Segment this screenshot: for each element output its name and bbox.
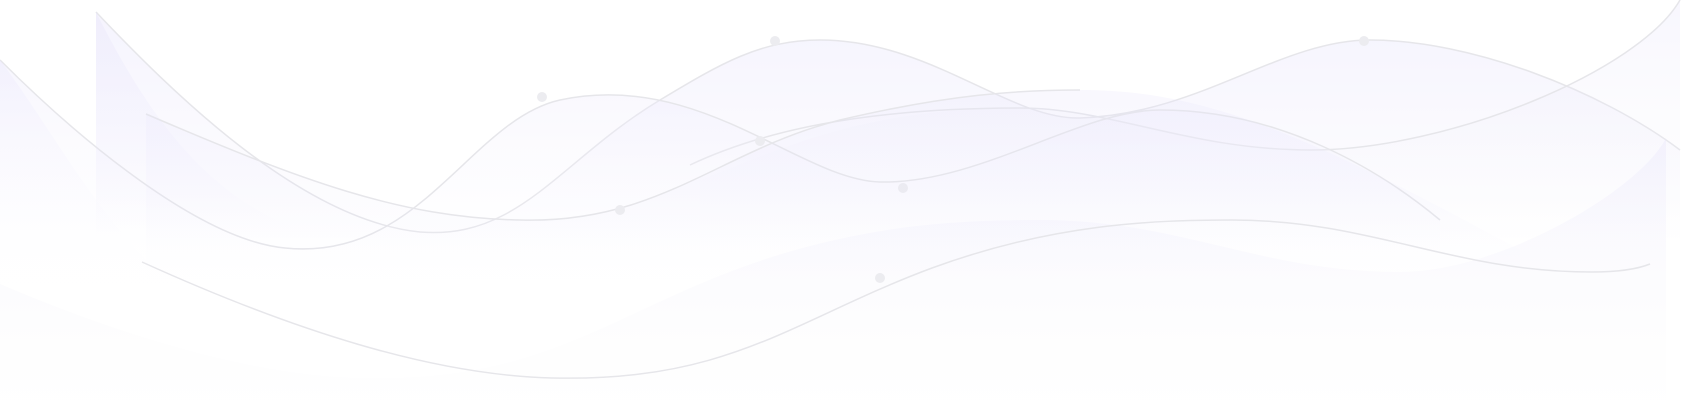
wave-line-front: [141, 219, 1651, 379]
wave-fill-left-edge: [0, 60, 200, 300]
wave-layer-left: [0, 12, 300, 300]
wave-layer-front: [0, 138, 1666, 419]
wave-fill-front: [0, 138, 1666, 419]
wave-fill-left: [96, 12, 300, 230]
wave-fill-mid-left: [146, 90, 1520, 280]
wave-dot: [875, 273, 885, 283]
wave-dot: [615, 205, 625, 215]
wave-layer-mid-left: [145, 89, 1520, 280]
wave-dot: [537, 92, 547, 102]
wave-dot: [770, 36, 780, 46]
wave-line-mid-left: [145, 89, 1081, 221]
wave-dot: [755, 136, 765, 146]
wave-dot: [1359, 36, 1369, 46]
